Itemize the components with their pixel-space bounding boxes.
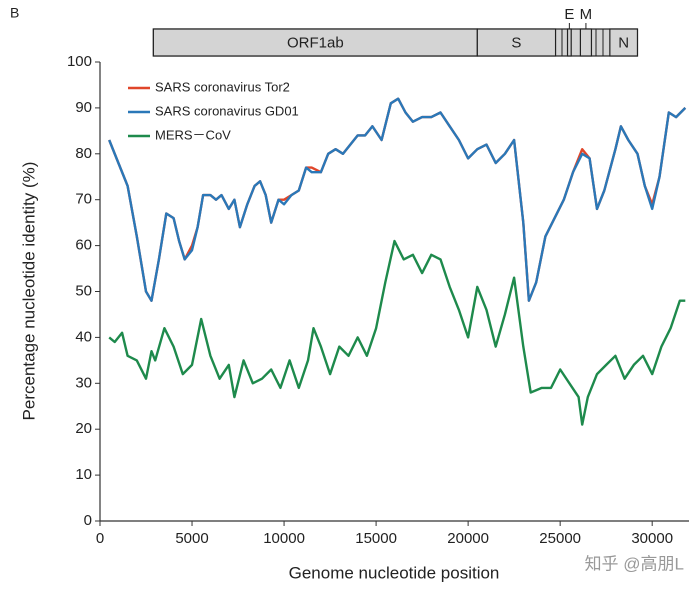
legend-label: SARS coronavirus Tor2: [155, 79, 290, 94]
gene: [566, 28, 572, 57]
y-tick-label: 20: [75, 420, 92, 437]
x-tick-label: 10000: [263, 530, 305, 547]
x-tick-label: 5000: [175, 530, 208, 547]
y-tick-label: 50: [75, 282, 92, 299]
y-tick-label: 10: [75, 466, 92, 483]
gene-label: E: [564, 6, 574, 23]
y-tick-label: 30: [75, 374, 92, 391]
gene-label: M: [580, 6, 593, 23]
gene-label: N: [618, 34, 629, 51]
series-line: [108, 97, 687, 302]
x-tick-label: 25000: [539, 530, 581, 547]
gene-label: ORF1ab: [287, 34, 344, 51]
y-axis-title: Percentage nucleotide identity (%): [19, 162, 38, 421]
panel-label: B: [10, 5, 19, 21]
y-tick-label: 70: [75, 191, 92, 208]
gene: [579, 28, 593, 57]
y-tick-label: 80: [75, 145, 92, 162]
x-tick-label: 20000: [447, 530, 489, 547]
watermark: 知乎 @高朋L: [585, 554, 684, 573]
gene: [476, 28, 557, 57]
legend-label: MERS－CoV: [155, 127, 231, 142]
gene: [152, 28, 478, 57]
legend-label: SARS coronavirus GD01: [155, 103, 299, 118]
gene: [609, 28, 639, 57]
x-tick-label: 0: [96, 530, 104, 547]
y-tick-label: 40: [75, 328, 92, 345]
x-tick-label: 30000: [631, 530, 673, 547]
y-tick-label: 60: [75, 237, 92, 254]
x-tick-label: 15000: [355, 530, 397, 547]
x-axis-title: Genome nucleotide position: [289, 563, 500, 582]
series-line: [108, 239, 686, 426]
gene-label: S: [511, 34, 521, 51]
y-tick-label: 100: [67, 53, 92, 70]
y-tick-label: 0: [84, 512, 92, 529]
y-tick-label: 90: [75, 99, 92, 116]
